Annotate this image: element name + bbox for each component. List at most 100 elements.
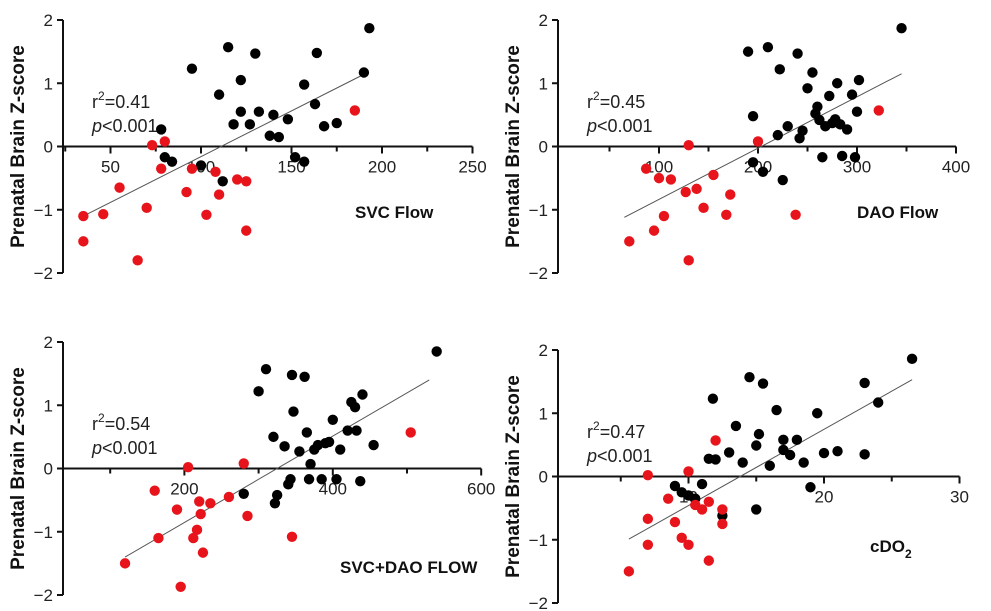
p-value-annotation: p<0.001 <box>91 438 158 458</box>
panel-title: SVC Flow <box>355 203 434 222</box>
data-point-red <box>624 236 635 247</box>
r-squared-annotation: r2=0.41 <box>92 89 150 112</box>
y-axis-label: Prenatal Brain Z-score <box>8 367 29 570</box>
data-point-red <box>669 516 681 528</box>
data-point-black <box>316 474 327 485</box>
y-axis-label: Prenatal Brain Z-score <box>503 45 524 248</box>
y-tick-label: 2 <box>539 11 548 30</box>
data-point-red <box>132 255 143 266</box>
data-point-black <box>817 152 828 163</box>
data-point-black <box>268 431 279 443</box>
data-point-black <box>331 474 342 485</box>
y-tick-label: 2 <box>44 11 53 30</box>
data-point-red <box>242 510 253 522</box>
chart-cdo2: Prenatal Brain Z-score−2−1012102030r2=0.… <box>503 341 969 611</box>
data-point-black <box>771 404 782 416</box>
panel-title: cDO2 <box>870 537 912 561</box>
data-point-black <box>235 106 247 117</box>
x-tick-label: 300 <box>843 158 871 177</box>
data-point-black <box>311 47 323 59</box>
data-point-black <box>331 117 342 129</box>
data-point-red <box>683 466 694 477</box>
data-point-red <box>155 163 167 174</box>
data-point-black <box>271 489 283 501</box>
data-point-red <box>186 163 198 174</box>
data-point-black <box>301 427 313 438</box>
data-point-red <box>710 435 721 446</box>
data-point-black <box>824 90 835 102</box>
data-point-black <box>186 63 198 74</box>
data-point-black <box>327 414 338 425</box>
data-point-red <box>182 462 194 473</box>
data-point-black <box>807 67 818 78</box>
data-point-red <box>703 555 715 566</box>
data-point-red <box>790 209 801 221</box>
data-point-black <box>812 101 823 112</box>
data-point-red <box>873 105 884 116</box>
data-point-black <box>774 64 785 75</box>
data-point-black <box>351 425 362 436</box>
data-point-black <box>832 446 843 457</box>
data-point-black <box>757 378 769 389</box>
x-tick-label: 30 <box>950 488 969 507</box>
data-point-red <box>640 163 652 174</box>
data-point-black <box>357 389 368 400</box>
p-value-annotation: p<0.001 <box>586 116 653 136</box>
data-point-black <box>832 78 843 89</box>
data-point-black <box>744 371 755 383</box>
y-tick-label: −2 <box>529 264 548 283</box>
data-point-red <box>223 491 235 503</box>
data-point-red <box>752 136 764 147</box>
data-point-black <box>253 106 265 117</box>
panel-title: SVC+DAO FLOW <box>340 558 478 577</box>
data-point-red <box>717 504 728 515</box>
data-point-black <box>298 156 310 167</box>
data-point-black <box>238 488 249 499</box>
data-point-red <box>141 202 152 214</box>
data-point-black <box>841 124 853 135</box>
data-point-black <box>288 406 299 417</box>
data-point-black <box>279 441 290 452</box>
x-tick-label: 200 <box>368 158 396 177</box>
data-point-black <box>859 377 870 389</box>
data-point-black <box>737 457 748 468</box>
data-point-black <box>282 114 294 125</box>
y-tick-label: 0 <box>44 460 53 479</box>
r-squared-annotation: r2=0.47 <box>587 419 645 442</box>
x-tick-label: 250 <box>458 158 486 177</box>
regression-line <box>83 72 368 217</box>
data-point-black <box>696 478 708 490</box>
x-tick-label: 200 <box>744 158 772 177</box>
data-point-red <box>195 508 206 520</box>
data-point-red <box>683 255 694 266</box>
p-value-annotation: p<0.001 <box>586 446 653 466</box>
chart-svc-flow: Prenatal Brain Z-score−2−101250100150200… <box>8 11 487 283</box>
data-point-black <box>235 74 247 86</box>
data-point-black <box>358 67 370 78</box>
data-point-black <box>818 447 830 459</box>
data-point-black <box>836 150 848 162</box>
data-point-black <box>751 504 762 515</box>
data-point-black <box>669 480 681 492</box>
data-point-black <box>269 498 281 509</box>
panel-title: DAO Flow <box>857 203 939 222</box>
data-point-red <box>405 427 416 438</box>
data-point-black <box>273 131 285 143</box>
data-point-red <box>232 174 243 185</box>
data-point-red <box>238 458 249 469</box>
y-axis-label: Prenatal Brain Z-score <box>8 45 29 248</box>
data-point-red <box>683 140 694 151</box>
data-point-black <box>853 74 865 86</box>
data-point-black <box>309 98 321 110</box>
data-point-red <box>642 470 654 481</box>
y-tick-label: −1 <box>34 523 53 542</box>
data-point-black <box>303 474 315 485</box>
data-point-red <box>721 209 732 221</box>
data-point-black <box>764 460 775 471</box>
data-point-red <box>683 539 694 551</box>
data-point-red <box>119 558 131 569</box>
r-squared-annotation: r2=0.45 <box>587 89 645 112</box>
data-point-black <box>368 439 379 451</box>
data-point-black <box>906 353 918 365</box>
data-point-black <box>228 119 239 130</box>
